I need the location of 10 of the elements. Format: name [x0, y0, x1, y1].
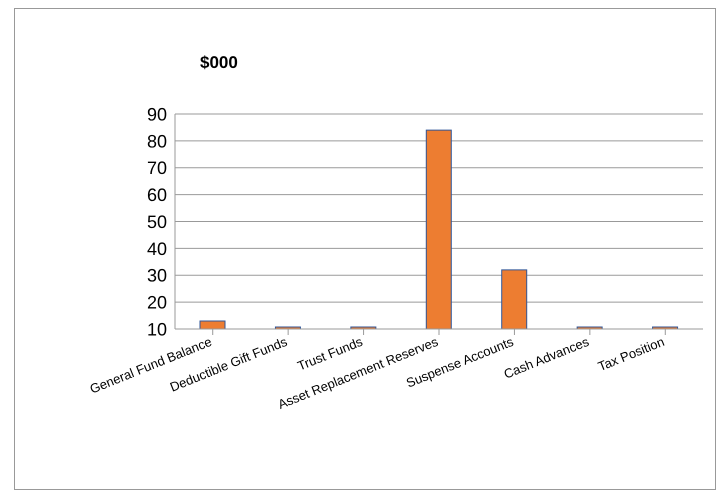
chart-title: $000 — [200, 53, 238, 73]
y-tick-label: 50 — [146, 212, 167, 232]
y-tick-label: 10 — [146, 319, 167, 340]
y-tick-label: 70 — [146, 158, 167, 178]
y-tick-label: 40 — [146, 238, 167, 259]
y-tick-label: 60 — [146, 185, 167, 206]
y-tick-label: 80 — [146, 131, 167, 152]
y-tick-label: 30 — [146, 266, 167, 286]
y-tick-label: 90 — [146, 104, 167, 124]
y-tick-label: 20 — [146, 292, 167, 313]
